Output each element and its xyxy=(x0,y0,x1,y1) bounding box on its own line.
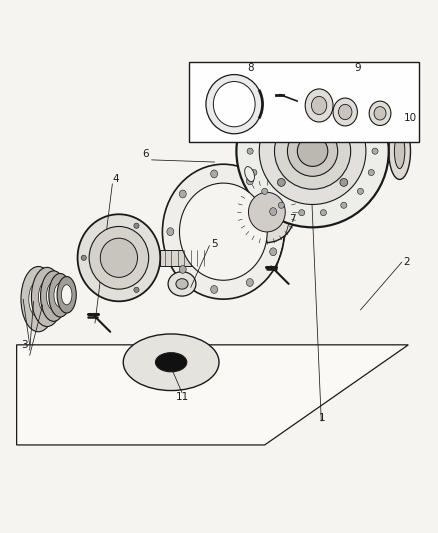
Ellipse shape xyxy=(54,283,67,307)
Ellipse shape xyxy=(123,334,219,391)
Ellipse shape xyxy=(374,107,386,120)
Ellipse shape xyxy=(261,188,268,195)
Ellipse shape xyxy=(211,170,218,178)
Ellipse shape xyxy=(89,227,148,289)
Ellipse shape xyxy=(180,183,267,280)
Ellipse shape xyxy=(396,91,412,107)
Ellipse shape xyxy=(39,281,56,313)
Ellipse shape xyxy=(247,148,253,154)
Ellipse shape xyxy=(155,353,187,372)
Ellipse shape xyxy=(239,182,295,243)
Ellipse shape xyxy=(251,169,257,175)
Ellipse shape xyxy=(179,265,186,273)
Ellipse shape xyxy=(57,277,76,313)
Ellipse shape xyxy=(247,279,253,286)
Text: 5: 5 xyxy=(212,239,218,249)
Ellipse shape xyxy=(391,86,417,112)
Ellipse shape xyxy=(134,287,139,293)
Ellipse shape xyxy=(394,134,405,168)
Ellipse shape xyxy=(134,223,139,228)
Polygon shape xyxy=(160,250,239,265)
Ellipse shape xyxy=(61,285,72,305)
Ellipse shape xyxy=(277,179,285,187)
Ellipse shape xyxy=(277,116,285,124)
Ellipse shape xyxy=(270,208,277,215)
Ellipse shape xyxy=(333,98,357,126)
Text: 6: 6 xyxy=(143,149,149,159)
Ellipse shape xyxy=(245,121,254,136)
Text: 11: 11 xyxy=(175,392,189,402)
Ellipse shape xyxy=(261,108,268,114)
Ellipse shape xyxy=(46,282,61,310)
Ellipse shape xyxy=(275,113,351,189)
Ellipse shape xyxy=(49,273,71,317)
Ellipse shape xyxy=(251,127,257,133)
Ellipse shape xyxy=(278,202,284,208)
Ellipse shape xyxy=(247,177,253,185)
Text: 9: 9 xyxy=(354,62,361,72)
Ellipse shape xyxy=(299,87,305,93)
Ellipse shape xyxy=(340,116,348,124)
Ellipse shape xyxy=(368,169,374,175)
Ellipse shape xyxy=(100,238,138,277)
Ellipse shape xyxy=(372,148,378,154)
Ellipse shape xyxy=(32,268,63,327)
Ellipse shape xyxy=(237,75,389,228)
Ellipse shape xyxy=(305,89,333,122)
Ellipse shape xyxy=(213,82,255,127)
Text: 3: 3 xyxy=(21,340,28,350)
Ellipse shape xyxy=(311,96,327,115)
Ellipse shape xyxy=(320,87,326,93)
Ellipse shape xyxy=(357,188,364,195)
Ellipse shape xyxy=(167,228,174,236)
Text: 10: 10 xyxy=(404,112,417,123)
Ellipse shape xyxy=(339,104,352,119)
Ellipse shape xyxy=(357,108,364,114)
Ellipse shape xyxy=(29,281,48,317)
Ellipse shape xyxy=(78,214,160,301)
Ellipse shape xyxy=(299,209,305,216)
Ellipse shape xyxy=(259,98,366,205)
Text: 7: 7 xyxy=(289,214,295,224)
Ellipse shape xyxy=(389,123,410,180)
Ellipse shape xyxy=(21,266,56,332)
Ellipse shape xyxy=(287,126,338,176)
Ellipse shape xyxy=(248,192,285,232)
Ellipse shape xyxy=(369,101,391,125)
Ellipse shape xyxy=(168,272,196,296)
Ellipse shape xyxy=(320,209,326,216)
Ellipse shape xyxy=(176,279,188,289)
Ellipse shape xyxy=(162,164,284,299)
Text: 8: 8 xyxy=(247,62,254,72)
Ellipse shape xyxy=(41,271,67,321)
Ellipse shape xyxy=(278,94,284,100)
Ellipse shape xyxy=(270,248,277,256)
Ellipse shape xyxy=(341,202,347,208)
Ellipse shape xyxy=(211,286,218,293)
Ellipse shape xyxy=(297,136,328,166)
Ellipse shape xyxy=(81,255,86,261)
Ellipse shape xyxy=(340,179,348,187)
Text: 4: 4 xyxy=(113,174,119,183)
Ellipse shape xyxy=(179,190,186,198)
Ellipse shape xyxy=(245,167,254,182)
Ellipse shape xyxy=(341,94,347,100)
Ellipse shape xyxy=(368,127,374,133)
FancyBboxPatch shape xyxy=(188,62,419,142)
Polygon shape xyxy=(17,345,408,445)
Text: 2: 2 xyxy=(403,257,410,267)
Text: 1: 1 xyxy=(319,413,326,423)
Ellipse shape xyxy=(206,75,262,134)
